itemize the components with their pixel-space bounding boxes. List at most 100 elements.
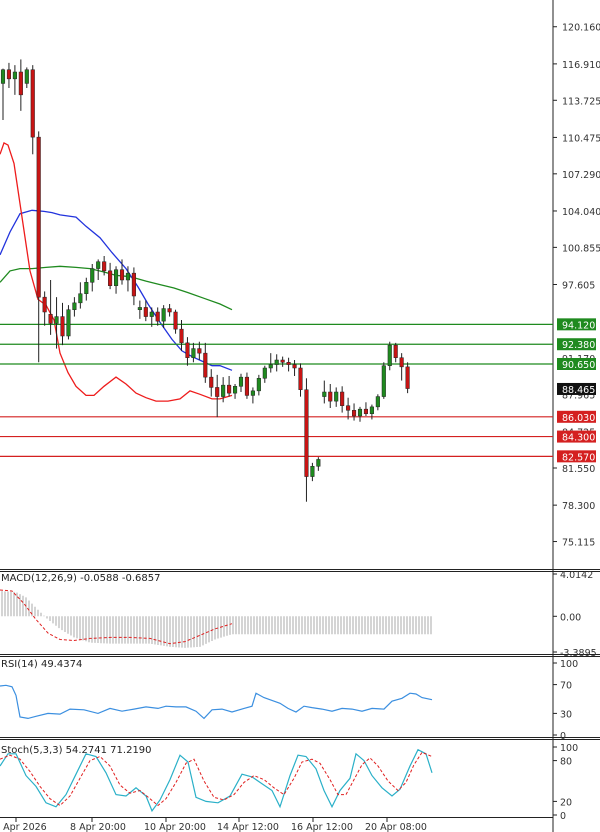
macd-label: MACD(12,26,9) -0.0588 -0.6857 [1,573,161,584]
candle-body [18,71,23,96]
stoch-pane: 100 80 20 0 [0,743,578,822]
level-tag-text: 82.570 [562,452,595,463]
candle-body [60,316,65,337]
price-tick-label: 78.300 [562,501,595,512]
candle-body [250,390,255,396]
time-tick-label: 14 Apr 12:00 [217,822,279,832]
candle-body [90,268,95,283]
macd-signal-line [0,589,233,645]
candle-body [340,391,345,406]
macd-tick-label: -3.3895 [560,648,597,659]
candle-body [6,69,11,80]
rsi-tick-label: 70 [560,681,572,692]
price-tick-label: 113.725 [562,96,600,107]
level-tag [557,430,596,443]
candle-body [399,357,404,368]
macd-pane: 4.0142 0.00 -3.3895 [0,570,597,659]
candle-body [72,302,77,310]
support-resistance-levels [0,323,553,457]
candle-body [387,344,392,366]
candle-body [209,376,214,388]
candle-body [36,136,41,298]
rsi-tick-label: 100 [560,659,578,670]
time-tick-label: 6 Apr 2026 [0,822,47,832]
time-tick-label: 8 Apr 20:00 [70,822,126,832]
rsi-label: RSI(14) 49.4374 [1,659,82,670]
candle-body [381,365,386,397]
candle-body [304,389,309,477]
stoch-d-line [0,751,433,807]
candle-body [203,352,208,378]
candle-body [352,410,357,417]
candle-body [131,272,136,297]
macd-tick-label: 0.00 [560,612,581,623]
candle-body [143,307,148,317]
rsi-line [0,684,433,720]
price-tick-label: 104.040 [562,207,600,218]
last-price-tag [557,382,596,395]
stoch-tick-label: 0 [560,811,566,822]
candle-body [375,396,380,408]
last-price-text: 88.465 [562,385,595,396]
candlesticks [0,59,410,502]
stoch-label: Stoch(5,3,3) 54.2741 71.2190 [1,745,152,756]
level-tag [557,318,596,331]
rsi-tick-label: 30 [560,709,572,720]
candle-body [221,384,226,397]
candle-body [363,408,368,414]
time-axis: 6 Apr 2026 8 Apr 20:00 10 Apr 20:00 14 Apr … [0,818,427,832]
candle-body [292,364,297,369]
candle-body [12,71,17,80]
candle-body [108,270,113,286]
price-tick-label: 120.160 [562,23,600,34]
price-tick-label: 110.475 [562,133,600,144]
candle-body [238,376,244,387]
level-tag [557,338,596,351]
candle-body [42,296,47,313]
candle-body [393,344,398,358]
level-tag [557,450,596,463]
candle-body [286,362,291,365]
candle-body [30,69,35,138]
candle-body [233,386,238,394]
stoch-tick-label: 100 [560,743,578,754]
stoch-tick-label: 20 [560,797,572,808]
candle-body [197,348,202,354]
candle-body [102,261,107,272]
candle-body [268,364,273,369]
candle-body [244,376,249,396]
candle-body [137,307,142,310]
candle-body [119,269,125,281]
time-tick-label: 10 Apr 20:00 [144,822,206,832]
candle-body [48,314,53,324]
level-tag-text: 86.030 [562,413,595,424]
candle-body [78,293,83,304]
time-tick-label: 16 Apr 12:00 [291,822,353,832]
candle-body [66,309,71,337]
candle-body [161,308,166,322]
candle-body [191,348,196,358]
candle-body [328,391,333,402]
price-axis-labels: 94.120 92.380 90.650 86.030 84.300 82.570 88.4… [557,318,596,463]
candle-body [185,342,190,358]
candle-body [310,466,315,477]
price-tick-label: 81.550 [562,464,595,475]
level-tag [557,410,596,423]
candle-body [149,311,154,317]
candle-body [54,316,59,324]
candle-body [262,367,267,379]
candle-body [215,387,220,397]
rsi-pane: 100 70 30 0 [0,659,578,742]
price-tick-label: 116.910 [562,60,600,71]
macd-tick-label: 4.0142 [560,570,593,581]
candle-body [274,359,279,365]
candle-body [334,391,339,402]
candle-body [179,328,184,344]
time-tick-label: 20 Apr 08:00 [365,822,427,832]
candle-body [96,261,101,269]
candle-body [24,69,29,84]
price-secondary-label: 87.965 [562,391,595,402]
candle-body [155,311,160,322]
